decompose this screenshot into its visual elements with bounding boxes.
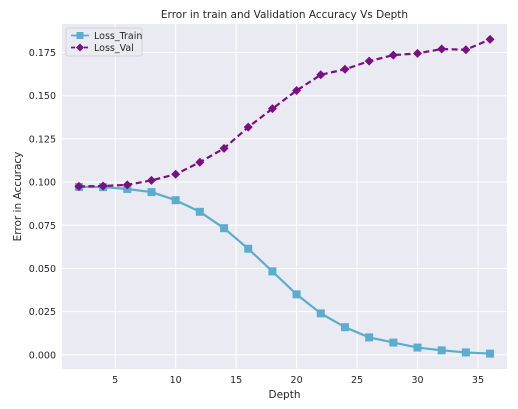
x-tick-label: 20 <box>291 375 303 386</box>
data-point-loss-train <box>171 196 180 205</box>
data-point-loss-val <box>243 122 253 132</box>
data-point-loss-train <box>292 290 301 299</box>
legend-marker-loss-val <box>76 43 84 52</box>
x-tick-label: 15 <box>230 375 242 386</box>
data-point-loss-train <box>486 349 495 358</box>
data-point-loss-val <box>267 104 277 114</box>
series-line-loss-val <box>78 38 491 188</box>
chart-title: Error in train and Validation Accuracy V… <box>161 9 408 21</box>
data-point-loss-train <box>365 333 374 342</box>
data-point-loss-val <box>74 181 84 191</box>
x-tick-label: 5 <box>112 375 118 386</box>
y-tick-label: 0.025 <box>29 307 56 318</box>
data-point-loss-train <box>461 348 470 357</box>
y-tick-label: 0.000 <box>29 350 56 361</box>
y-tick-label: 0.100 <box>29 178 56 189</box>
data-point-loss-train <box>268 267 277 276</box>
x-tick-label: 25 <box>351 375 363 386</box>
y-tick-labels: 0.000 0.025 0.050 0.075 0.100 0.125 0.150 0.175 <box>29 48 56 361</box>
legend-label-loss-val: Loss_Val <box>94 43 134 54</box>
grid-lines <box>62 24 507 369</box>
x-tick-label: 10 <box>170 375 182 386</box>
data-point-loss-train <box>244 244 253 253</box>
series-layer <box>74 34 495 358</box>
data-point-loss-train <box>195 207 204 216</box>
data-point-loss-val <box>340 64 350 74</box>
data-point-loss-train <box>413 343 422 352</box>
data-point-loss-val <box>98 181 108 191</box>
data-point-loss-val <box>146 175 156 185</box>
y-tick-label: 0.125 <box>29 134 56 145</box>
x-tick-label: 30 <box>411 375 423 386</box>
data-point-loss-val <box>292 86 302 96</box>
data-point-loss-train <box>220 224 229 233</box>
plot-background <box>62 24 507 369</box>
data-point-loss-val <box>122 180 132 190</box>
x-tick-labels: 5 10 15 20 25 30 35 <box>112 375 484 386</box>
data-point-loss-val <box>388 50 398 60</box>
y-axis-label: Error in Accuracy <box>12 152 24 242</box>
data-point-loss-val <box>316 70 326 80</box>
x-tick-label: 35 <box>472 375 484 386</box>
data-point-loss-train <box>389 338 398 347</box>
data-point-loss-val <box>437 44 447 54</box>
data-point-loss-train <box>340 323 349 332</box>
y-tick-label: 0.175 <box>29 48 56 59</box>
data-point-loss-val <box>364 56 374 66</box>
legend: Loss_Train Loss_Val <box>65 27 143 57</box>
legend-label-loss-train: Loss_Train <box>94 31 142 42</box>
data-point-loss-train <box>316 309 325 318</box>
y-tick-label: 0.150 <box>29 91 56 102</box>
data-point-loss-val <box>219 143 229 153</box>
data-point-loss-val <box>413 48 423 58</box>
data-point-loss-val <box>171 169 181 179</box>
data-point-loss-train <box>437 346 446 355</box>
series-line-loss-train <box>78 185 491 355</box>
x-axis-label: Depth <box>269 389 301 401</box>
data-point-loss-val <box>485 34 495 44</box>
data-point-loss-val <box>195 157 205 167</box>
data-point-loss-train <box>147 188 156 197</box>
legend-marker-loss-train <box>76 32 84 39</box>
y-tick-label: 0.075 <box>29 221 56 232</box>
data-point-loss-val <box>461 45 471 55</box>
y-tick-label: 0.050 <box>29 264 56 275</box>
